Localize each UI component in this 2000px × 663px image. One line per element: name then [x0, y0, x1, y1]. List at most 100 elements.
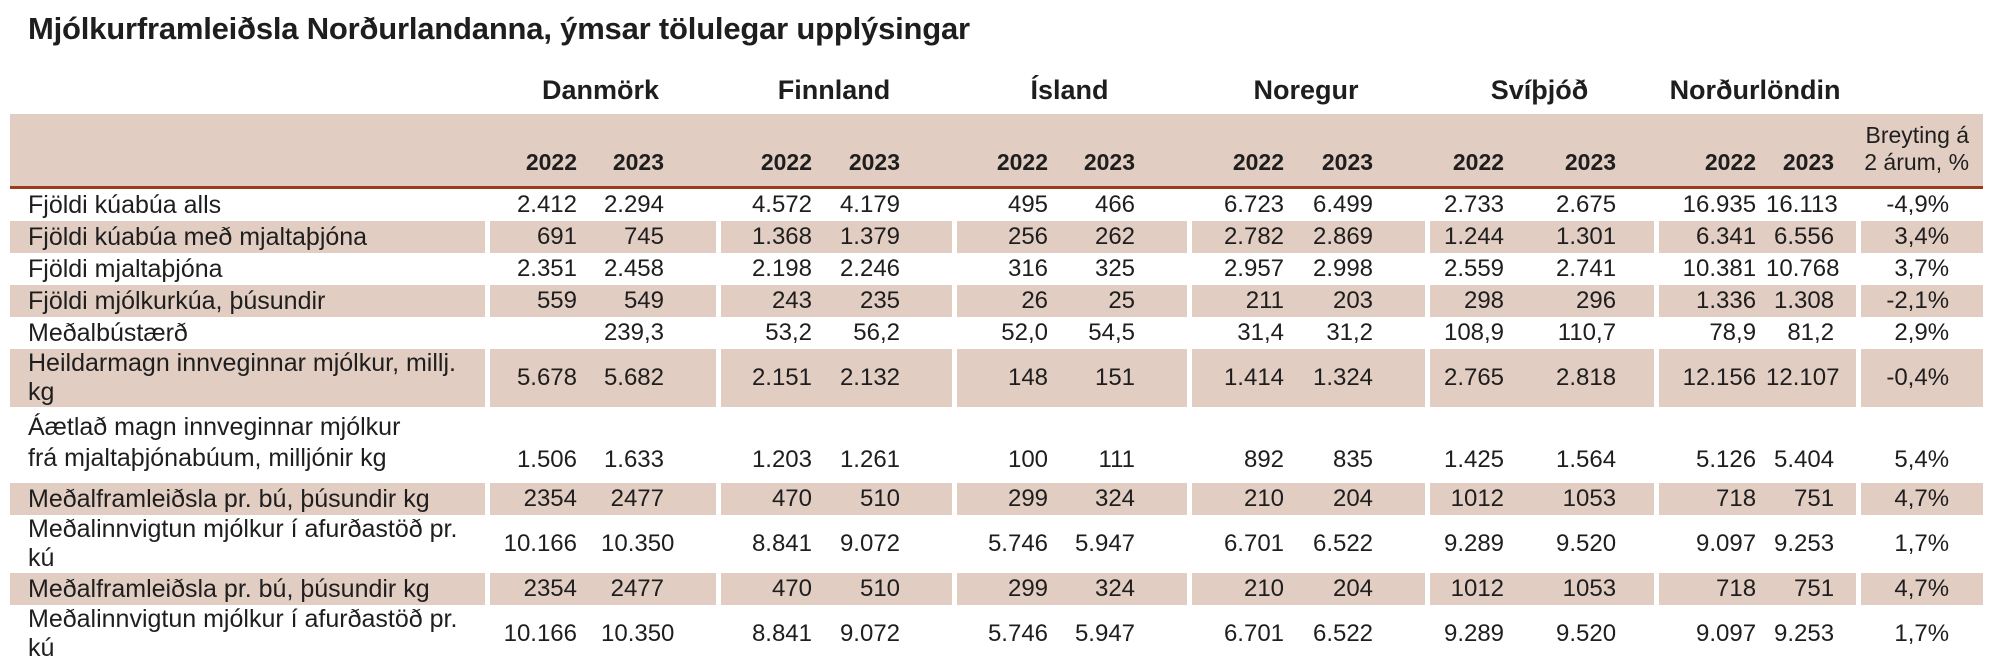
table-row: Meðalframleiðsla pr. bú, þúsundir kg 2354…: [10, 573, 1984, 605]
cell-value: 8.841: [716, 515, 836, 573]
cell-value: 718: [1654, 573, 1767, 605]
cell-value: 2.559: [1425, 253, 1542, 285]
cell-value: 1.425: [1425, 407, 1542, 483]
row-label-line: frá mjaltaþjónabúum, milljónir kg: [28, 444, 387, 472]
cell-value: 2.869: [1308, 221, 1426, 253]
cell-value: 1.203: [716, 407, 836, 483]
cell-value: 1.261: [839, 446, 901, 473]
row-label-line: Heildarmagn innveginnar mjólkur, millj. …: [28, 349, 456, 406]
cell-value: 204: [1308, 573, 1426, 605]
cell-value: 2.782: [1187, 221, 1309, 253]
cell-value: 6.522: [1312, 530, 1374, 557]
cell-value: 559: [485, 285, 601, 317]
cell-value: 1.308: [1766, 285, 1857, 317]
year-header: 2022: [952, 114, 1073, 189]
cell-value: 549: [601, 285, 716, 317]
cell-value: 2.412: [485, 189, 601, 221]
cell-value: 316: [952, 253, 1072, 285]
cell-value: 9.253: [1773, 530, 1835, 557]
cell-value: 299: [952, 483, 1073, 515]
cell-value: 243: [716, 285, 836, 317]
row-label: Fjöldi kúabúa alls: [10, 189, 485, 221]
cell-value: 8.841: [716, 605, 836, 663]
cell-value: 81,2: [1787, 319, 1835, 346]
cell-value: 211: [1187, 285, 1309, 317]
change-header-line2: 2 árum, %: [1864, 149, 1970, 175]
cell-value: 53,2: [716, 317, 836, 349]
cell-value: [485, 317, 601, 349]
cell-value: 1012: [1425, 483, 1543, 515]
cell-value: 1053: [1542, 483, 1655, 515]
row-label-line: Áætlað magn innveginnar mjólkur: [28, 413, 401, 441]
cell-value: 2477: [601, 573, 716, 605]
cell-value: 1.564: [1555, 446, 1617, 473]
cell-value: 9.097: [1654, 605, 1766, 663]
cell-value: 296: [1542, 285, 1655, 317]
cell-value: 510: [836, 573, 953, 605]
cell-value: 1.414: [1187, 349, 1309, 407]
cell-value: 892: [1187, 407, 1308, 483]
cell-value: 235: [836, 285, 953, 317]
cell-value: 5.746: [952, 605, 1072, 663]
row-label: Meðalframleiðsla pr. bú, þúsundir kg: [10, 573, 485, 605]
page-title: Mjólkurframleiðsla Norðurlandanna, ýmsar…: [28, 11, 970, 46]
col-group-svithjod: Svíþjóð: [1490, 75, 1589, 105]
cell-value: 16.935: [1654, 189, 1766, 221]
table-row: Fjöldi mjaltaþjóna 2.351 2.458 2.198 2.246 31…: [10, 253, 1983, 285]
cell-value: 6.723: [1187, 189, 1308, 221]
cell-value: 470: [716, 573, 836, 605]
cell-change: 2,9%: [1856, 317, 1983, 349]
year-header: 2023: [1542, 114, 1655, 189]
cell-value: 6.522: [1312, 620, 1374, 647]
cell-value: 2.998: [1312, 255, 1374, 282]
col-group-finnland: Finnland: [777, 75, 891, 105]
cell-value: 108,9: [1425, 317, 1542, 349]
year-header: 2023: [601, 114, 716, 189]
cell-change: 4,7%: [1856, 483, 1984, 515]
cell-value: 262: [1072, 221, 1188, 253]
cell-change: -2,1%: [1856, 285, 1984, 317]
cell-value: 2.132: [836, 349, 953, 407]
row-label: Meðalinnvigtun mjólkur í afurðastöð pr. …: [10, 605, 485, 663]
country-header-row: Danmörk Finnland Ísland Noregur Svíþjóð …: [10, 56, 1983, 114]
cell-value: 12.107: [1766, 349, 1857, 407]
cell-value: 9.520: [1555, 530, 1617, 557]
cell-value: 751: [1766, 483, 1857, 515]
cell-value: 6.556: [1766, 221, 1857, 253]
cell-value: 2.246: [839, 255, 901, 282]
cell-value: 5.126: [1654, 407, 1766, 483]
cell-value: 324: [1072, 573, 1188, 605]
cell-value: 6.341: [1654, 221, 1767, 253]
cell-value: 203: [1308, 285, 1426, 317]
row-label-line: Fjöldi kúabúa með mjaltaþjóna: [28, 222, 368, 251]
cell-value: 31,2: [1326, 319, 1374, 346]
row-label-line: Fjöldi mjólkurkúa, þúsundir: [28, 286, 326, 315]
cell-value: 4.179: [839, 191, 901, 218]
cell-value: 9.289: [1425, 515, 1542, 573]
row-label-line: Meðalframleiðsla pr. bú, þúsundir kg: [28, 574, 430, 603]
cell-change: -0,4%: [1856, 349, 1984, 407]
change-header-line1: Breyting á: [1865, 122, 1970, 148]
cell-change: 1,7%: [1856, 515, 1983, 573]
cell-value: 2.458: [603, 255, 664, 282]
col-group-island: Ísland: [1030, 75, 1109, 105]
row-label-line: Meðalframleiðsla pr. bú, þúsundir kg: [28, 484, 430, 513]
cell-value: 56,2: [853, 319, 901, 346]
year-header: 2023: [1308, 114, 1426, 189]
cell-value: 298: [1425, 285, 1543, 317]
cell-value: 256: [952, 221, 1073, 253]
cell-value: 1.633: [603, 446, 664, 473]
cell-value: 10.166: [485, 605, 601, 663]
cell-value: 2.198: [716, 253, 836, 285]
year-header-spacer: [10, 114, 485, 189]
cell-value: 54,5: [1088, 319, 1136, 346]
row-label: Meðalframleiðsla pr. bú, þúsundir kg: [10, 483, 485, 515]
row-label-line: Meðalinnvigtun mjólkur í afurðastöð pr. …: [28, 605, 458, 662]
cell-value: 466: [1094, 191, 1136, 218]
cell-value: 210: [1187, 573, 1309, 605]
table-row: Áætlað magn innveginnar mjólkur frá mjalt…: [10, 407, 1983, 483]
cell-value: 239,3: [603, 319, 664, 346]
cell-value: 10.166: [485, 515, 601, 573]
cell-value: 78,9: [1654, 317, 1766, 349]
table-row: Fjöldi kúabúa með mjaltaþjóna 691 745 1.368…: [10, 221, 1984, 253]
